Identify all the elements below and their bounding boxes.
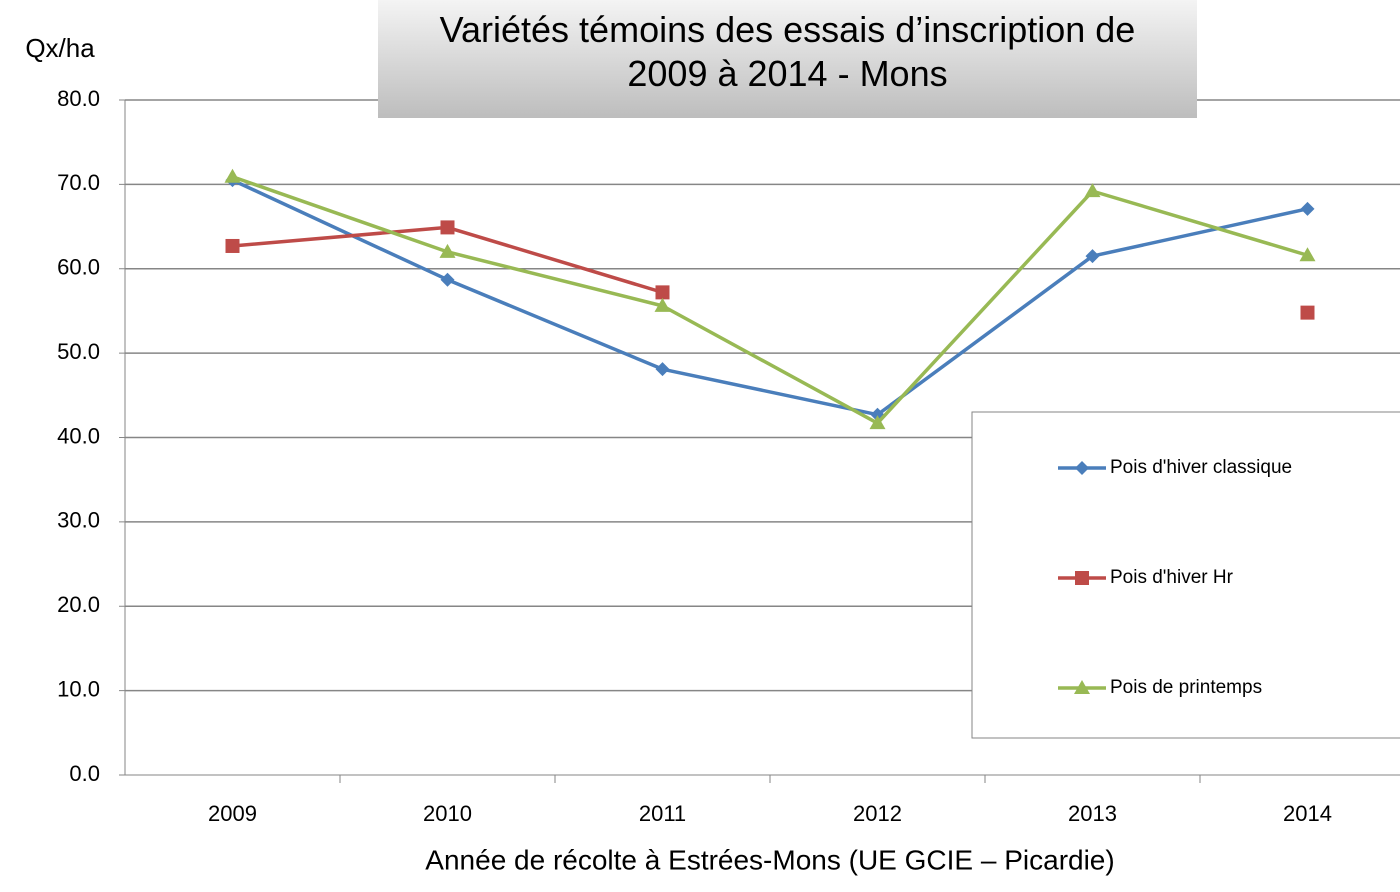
x-tick-label: 2012	[853, 801, 902, 826]
marker	[869, 415, 886, 430]
marker	[1299, 247, 1316, 262]
y-tick-label: 10.0	[57, 676, 100, 701]
legend-box	[971, 411, 1400, 739]
x-tick-label: 2011	[639, 801, 686, 826]
marker	[225, 238, 240, 253]
marker	[1084, 183, 1101, 198]
series-line	[231, 175, 1309, 425]
marker	[440, 220, 455, 235]
marker	[224, 168, 241, 183]
marker	[1085, 249, 1100, 264]
x-tick-label: 2010	[423, 801, 472, 826]
marker	[1300, 305, 1315, 320]
marker	[654, 297, 671, 312]
y-tick-label: 0.0	[69, 761, 100, 786]
chart-title: Variétés témoins des essais d’inscriptio…	[378, 0, 1197, 118]
marker	[1300, 201, 1315, 216]
marker	[1075, 571, 1089, 585]
marker	[1074, 680, 1090, 694]
series-line	[233, 227, 1308, 312]
y-tick-label: 60.0	[57, 255, 100, 280]
legend-label: Pois d'hiver Hr	[1110, 567, 1234, 588]
y-tick-label: 30.0	[57, 508, 100, 533]
y-tick-label: 70.0	[57, 170, 100, 195]
y-tick-label: 50.0	[57, 339, 100, 364]
x-axis-label: Année de récolte à Estrées-Mons (UE GCIE…	[425, 844, 1114, 875]
marker	[1075, 461, 1089, 475]
marker	[655, 285, 670, 300]
x-tick-label: 2009	[208, 801, 257, 826]
marker	[439, 243, 456, 258]
y-axis-label: Qx/ha	[25, 33, 95, 63]
legend-label: Pois d'hiver classique	[1110, 457, 1292, 478]
legend-label: Pois de printemps	[1110, 677, 1262, 698]
y-tick-label: 40.0	[57, 423, 100, 448]
y-tick-label: 20.0	[57, 592, 100, 617]
y-tick-label: 80.0	[57, 86, 100, 111]
x-tick-label: 2013	[1068, 801, 1117, 826]
series-line	[231, 178, 1308, 417]
x-tick-label: 2014	[1283, 801, 1332, 826]
marker	[440, 272, 455, 287]
marker	[655, 362, 670, 377]
